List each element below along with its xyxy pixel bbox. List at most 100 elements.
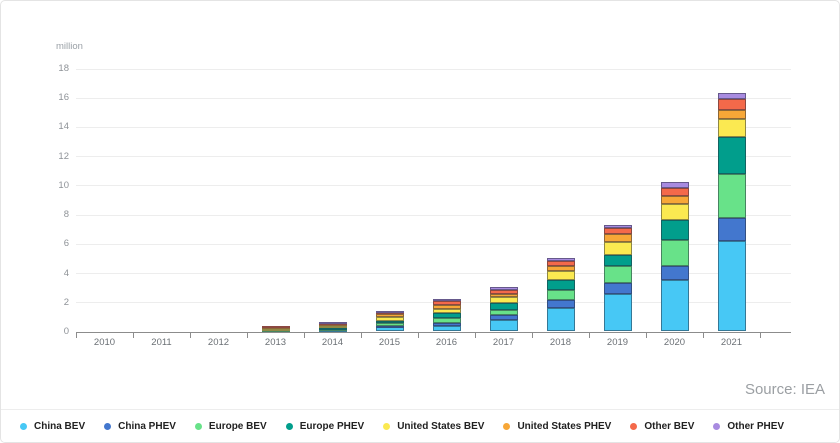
bar-segment-other-phev-2014[interactable] xyxy=(318,322,347,324)
x-axis-tick xyxy=(589,331,590,338)
bar-segment-china-bev-2015[interactable] xyxy=(375,327,404,332)
bar-segment-other-bev-2017[interactable] xyxy=(489,289,518,294)
bar-segment-europe-phev-2020[interactable] xyxy=(660,219,689,241)
bar-segment-europe-phev-2021[interactable] xyxy=(717,137,746,175)
legend-item-europe-phev[interactable]: Europe PHEV xyxy=(285,421,364,432)
legend-item-other-phev[interactable]: Other PHEV xyxy=(713,421,784,432)
bar-segment-europe-bev-2017[interactable] xyxy=(489,309,518,316)
x-category-label-2015: 2015 xyxy=(378,336,401,348)
gridline xyxy=(76,243,791,245)
legend-label: Other BEV xyxy=(644,420,695,432)
legend-label: United States BEV xyxy=(397,420,485,432)
bar-segment-china-bev-2017[interactable] xyxy=(489,319,518,332)
bar-segment-united-states-bev-2020[interactable] xyxy=(660,203,689,220)
x-category-label-2017: 2017 xyxy=(492,336,515,348)
bar-segment-europe-bev-2020[interactable] xyxy=(660,240,689,267)
x-axis-tick xyxy=(646,331,647,338)
gridline xyxy=(76,214,791,216)
bar-segment-united-states-phev-2020[interactable] xyxy=(660,196,689,204)
bar-segment-china-bev-2016[interactable] xyxy=(432,325,461,332)
bar-segment-other-bev-2019[interactable] xyxy=(603,228,632,235)
gridline xyxy=(76,97,791,99)
bar-segment-united-states-bev-2017[interactable] xyxy=(489,297,518,303)
bar-segment-other-bev-2020[interactable] xyxy=(660,187,689,197)
bar-segment-other-phev-2019[interactable] xyxy=(603,224,632,229)
x-category-label-2014: 2014 xyxy=(321,336,344,348)
y-tick-label: 2 xyxy=(63,296,69,308)
bar-segment-united-states-phev-2019[interactable] xyxy=(603,234,632,242)
bar-segment-united-states-bev-2019[interactable] xyxy=(603,241,632,255)
bar-segment-other-phev-2015[interactable] xyxy=(375,310,404,313)
legend-item-united-states-phev[interactable]: United States PHEV xyxy=(503,421,611,432)
legend-swatch-icon xyxy=(285,422,293,430)
bar-segment-united-states-phev-2018[interactable] xyxy=(546,265,575,271)
bar-segment-united-states-phev-2021[interactable] xyxy=(717,110,746,119)
bar-segment-china-phev-2018[interactable] xyxy=(546,300,575,309)
x-axis-tick xyxy=(304,331,305,338)
bar-segment-china-bev-2019[interactable] xyxy=(603,294,632,332)
bar-segment-china-phev-2019[interactable] xyxy=(603,282,632,295)
bar-segment-united-states-bev-2021[interactable] xyxy=(717,118,746,138)
x-axis-tick xyxy=(190,331,191,338)
bar-segment-china-phev-2017[interactable] xyxy=(489,315,518,320)
bar-segment-united-states-bev-2018[interactable] xyxy=(546,270,575,281)
bar-segment-china-phev-2015[interactable] xyxy=(375,325,404,328)
legend-item-china-bev[interactable]: China BEV xyxy=(20,421,85,432)
x-category-label-2021: 2021 xyxy=(720,336,743,348)
bar-segment-china-bev-2021[interactable] xyxy=(717,240,746,332)
bar-segment-europe-phev-2015[interactable] xyxy=(375,320,404,323)
bar-segment-europe-phev-2017[interactable] xyxy=(489,303,518,310)
bar-segment-united-states-bev-2016[interactable] xyxy=(432,308,461,314)
bar-segment-china-bev-2020[interactable] xyxy=(660,280,689,332)
bar-segment-united-states-phev-2015[interactable] xyxy=(375,313,404,318)
bar-segment-other-bev-2021[interactable] xyxy=(717,99,746,111)
bar-segment-europe-phev-2016[interactable] xyxy=(432,313,461,319)
legend-swatch-icon xyxy=(630,422,638,430)
bar-segment-other-bev-2016[interactable] xyxy=(432,301,461,305)
y-tick-label: 12 xyxy=(58,150,69,162)
x-axis-tick xyxy=(361,331,362,338)
legend-item-europe-bev[interactable]: Europe BEV xyxy=(194,421,267,432)
bar-segment-other-bev-2013[interactable] xyxy=(261,326,290,329)
bar-segment-united-states-phev-2017[interactable] xyxy=(489,293,518,298)
bar-segment-europe-bev-2018[interactable] xyxy=(546,289,575,301)
bar-segment-china-bev-2018[interactable] xyxy=(546,308,575,332)
bar-segment-europe-phev-2018[interactable] xyxy=(546,280,575,290)
bar-segment-china-bev-2014[interactable] xyxy=(318,330,347,333)
bar-segment-united-states-bev-2015[interactable] xyxy=(375,317,404,321)
bar-segment-united-states-bev-2014[interactable] xyxy=(318,325,347,328)
x-axis-tick xyxy=(247,331,248,338)
bar-segment-europe-phev-2014[interactable] xyxy=(318,327,347,330)
bar-segment-other-phev-2021[interactable] xyxy=(717,92,746,100)
bar-segment-other-phev-2020[interactable] xyxy=(660,182,689,188)
bar-segment-europe-bev-2013[interactable] xyxy=(261,330,290,333)
bar-segment-other-bev-2018[interactable] xyxy=(546,261,575,266)
bar-segment-europe-bev-2019[interactable] xyxy=(603,266,632,283)
bar-segment-europe-phev-2019[interactable] xyxy=(603,254,632,267)
x-axis-tick xyxy=(475,331,476,338)
gridline xyxy=(76,273,791,275)
legend-swatch-icon xyxy=(194,422,202,430)
bar-segment-china-phev-2016[interactable] xyxy=(432,322,461,326)
y-tick-label: 18 xyxy=(58,63,69,75)
legend-item-united-states-bev[interactable]: United States BEV xyxy=(383,421,484,432)
y-tick-label: 4 xyxy=(63,267,69,279)
x-axis-tick xyxy=(76,331,77,338)
legend-item-china-phev[interactable]: China PHEV xyxy=(104,421,176,432)
legend-item-other-bev[interactable]: Other BEV xyxy=(630,421,694,432)
bar-segment-europe-bev-2016[interactable] xyxy=(432,318,461,323)
bar-segment-united-states-phev-2016[interactable] xyxy=(432,304,461,309)
x-category-label-2011: 2011 xyxy=(151,336,172,348)
bar-segment-china-phev-2021[interactable] xyxy=(717,217,746,241)
bar-segment-europe-bev-2015[interactable] xyxy=(375,322,404,326)
bar-segment-other-phev-2017[interactable] xyxy=(489,286,518,290)
x-axis-tick xyxy=(760,331,761,338)
bar-segment-europe-bev-2021[interactable] xyxy=(717,174,746,218)
bar-segment-china-phev-2020[interactable] xyxy=(660,266,689,281)
bar-segment-other-phev-2016[interactable] xyxy=(432,299,461,302)
bar-segment-other-phev-2018[interactable] xyxy=(546,258,575,262)
x-axis-tick xyxy=(703,331,704,338)
y-tick-label: 16 xyxy=(58,92,69,104)
